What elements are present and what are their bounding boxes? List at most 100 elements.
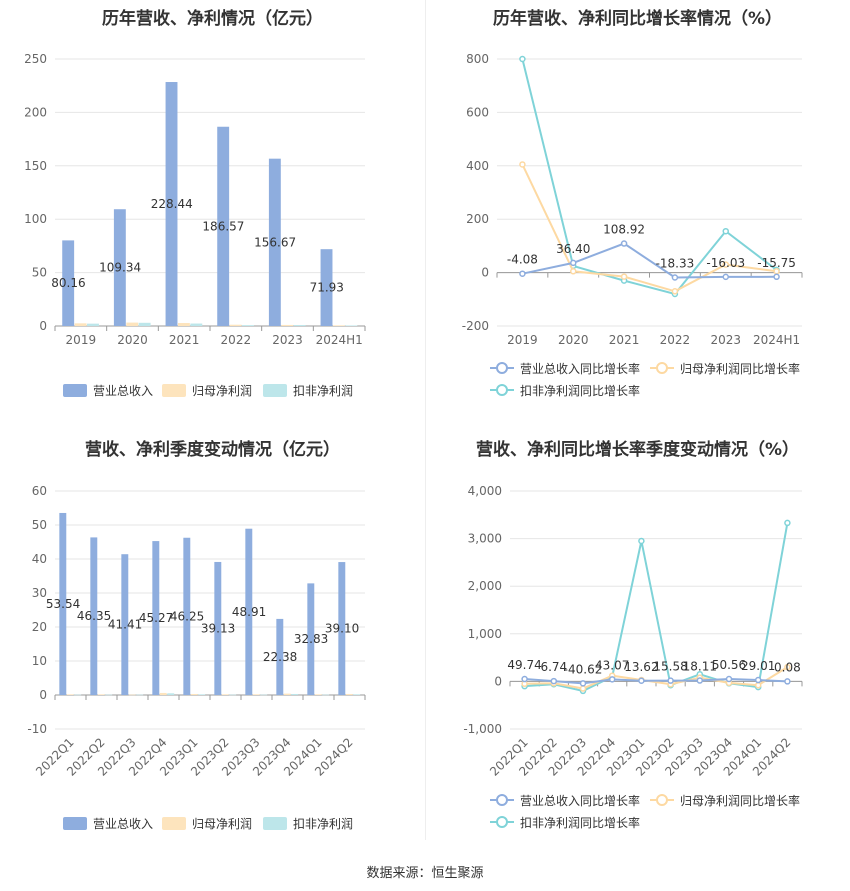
data-label: 156.67	[254, 235, 296, 249]
bar-revenue	[113, 209, 126, 326]
legend-label: 扣非净利润同比增长率	[520, 815, 640, 830]
bar-net-profit	[159, 692, 167, 695]
y-tick-label: -10	[27, 722, 47, 736]
data-point	[754, 681, 762, 689]
bar-deducted-profit	[198, 694, 206, 695]
legend-swatch	[63, 817, 87, 830]
data-point	[784, 678, 791, 685]
data-point	[570, 259, 577, 267]
y-tick-label: 40	[32, 552, 47, 566]
y-tick-label: 1,000	[468, 627, 502, 641]
series-line-2	[521, 58, 778, 296]
legend-marker	[656, 794, 668, 806]
series-line-0	[524, 677, 788, 685]
quarterly-growth-chart: -1,00001,0002,0003,0004,0002022Q12022Q22…	[463, 484, 803, 830]
bar-net-profit	[345, 693, 353, 695]
bar-revenue	[320, 249, 333, 326]
y-tick-label: 20	[32, 620, 47, 634]
y-tick-label: 50	[32, 518, 47, 532]
legend-label: 扣非净利润	[293, 817, 353, 831]
data-label: -40.62	[564, 662, 603, 676]
legend-marker	[656, 362, 668, 374]
bar-deducted-profit	[291, 693, 299, 695]
legend-label: 归母净利润同比增长率	[680, 361, 800, 376]
data-point	[519, 270, 526, 277]
y-tick-label: 50	[32, 266, 47, 280]
data-point	[570, 268, 577, 275]
legend-swatch	[162, 817, 186, 830]
bar-revenue	[59, 512, 67, 695]
data-label: 46.25	[170, 609, 204, 623]
annual-amount-panel: 历年营收、净利情况（亿元） 0 50 100 150 200 250 2019 2020 202…	[0, 0, 425, 410]
legend-label: 营业总收入同比增长率	[520, 793, 640, 808]
bar-revenue	[90, 537, 98, 695]
bar-revenue	[245, 528, 253, 695]
bar-deducted-profit	[190, 323, 203, 326]
y-tick-label: 0	[481, 266, 489, 280]
x-tick-label: 2019	[66, 333, 97, 347]
data-label: 13.62	[624, 660, 658, 674]
bar-revenue	[217, 126, 230, 326]
legend-label: 营业总收入同比增长率	[520, 361, 640, 376]
x-tick-label: 2023	[710, 333, 741, 347]
bar-net-profit	[126, 322, 139, 326]
x-tick-label: 2024H1	[753, 333, 800, 347]
chart-title: 历年营收、净利同比增长率情况（%）	[492, 9, 783, 29]
chart-title: 历年营收、净利情况（亿元）	[102, 9, 323, 29]
legend-marker	[496, 816, 508, 828]
legend-label: 营业总收入	[93, 817, 153, 831]
series-line-1	[524, 666, 788, 690]
bar-net-profit	[221, 694, 229, 695]
data-point	[620, 273, 628, 280]
data-label: 39.13	[201, 621, 235, 635]
data-label: 80.16	[51, 276, 85, 290]
bar-revenue	[62, 240, 75, 326]
data-label: -4.08	[507, 253, 538, 267]
data-label: 41.41	[108, 618, 142, 632]
y-tick-label: 250	[24, 52, 47, 66]
data-point	[620, 240, 628, 247]
data-point	[784, 663, 791, 671]
y-tick-label: 3,000	[468, 532, 502, 546]
legend-swatch	[263, 384, 287, 397]
data-label: 228.44	[151, 197, 193, 211]
legend-label: 归母净利润	[192, 384, 252, 398]
data-label: 22.38	[263, 650, 297, 664]
bar-revenue	[338, 562, 346, 695]
data-label: -15.75	[757, 256, 796, 270]
data-point	[521, 675, 528, 683]
bar-net-profit	[66, 694, 74, 695]
x-tick-label: 2019	[507, 333, 538, 347]
bar-deducted-profit	[322, 694, 330, 696]
x-tick-label: 2020	[117, 333, 148, 347]
data-point	[519, 55, 526, 63]
bar-net-profit	[252, 694, 260, 695]
quarterly-amount-panel: 营收、净利季度变动情况（亿元） -10 0 10 20 30 40 50 60 2022Q1 20…	[0, 425, 425, 845]
bar-revenue	[276, 618, 284, 695]
data-point	[579, 680, 587, 687]
bar-net-profit	[128, 694, 136, 696]
data-point	[784, 519, 791, 527]
data-label: 18.11	[683, 660, 717, 674]
series-line-2	[524, 522, 789, 692]
panel-divider	[425, 0, 426, 840]
bar-deducted-profit	[353, 694, 361, 695]
bar-revenue	[121, 554, 129, 695]
x-tick-label: 2021	[609, 333, 640, 347]
data-label: 186.57	[202, 219, 244, 233]
data-label: 45.27	[139, 611, 173, 625]
legend-label: 扣非净利润同比增长率	[520, 383, 640, 398]
y-tick-label: 200	[466, 212, 489, 226]
data-label: 49.74	[507, 658, 541, 672]
x-tick-label: 2024H1	[316, 333, 363, 347]
data-label: 46.35	[77, 609, 111, 623]
bar-deducted-profit	[242, 325, 254, 326]
x-tick-label: 2021	[169, 333, 200, 347]
data-point	[722, 261, 729, 268]
bar-net-profit	[283, 693, 291, 695]
data-point	[638, 537, 645, 545]
bar-deducted-profit	[74, 694, 82, 696]
y-tick-label: 400	[466, 159, 489, 173]
y-tick-label: -1,000	[463, 722, 502, 736]
data-point	[773, 273, 780, 281]
